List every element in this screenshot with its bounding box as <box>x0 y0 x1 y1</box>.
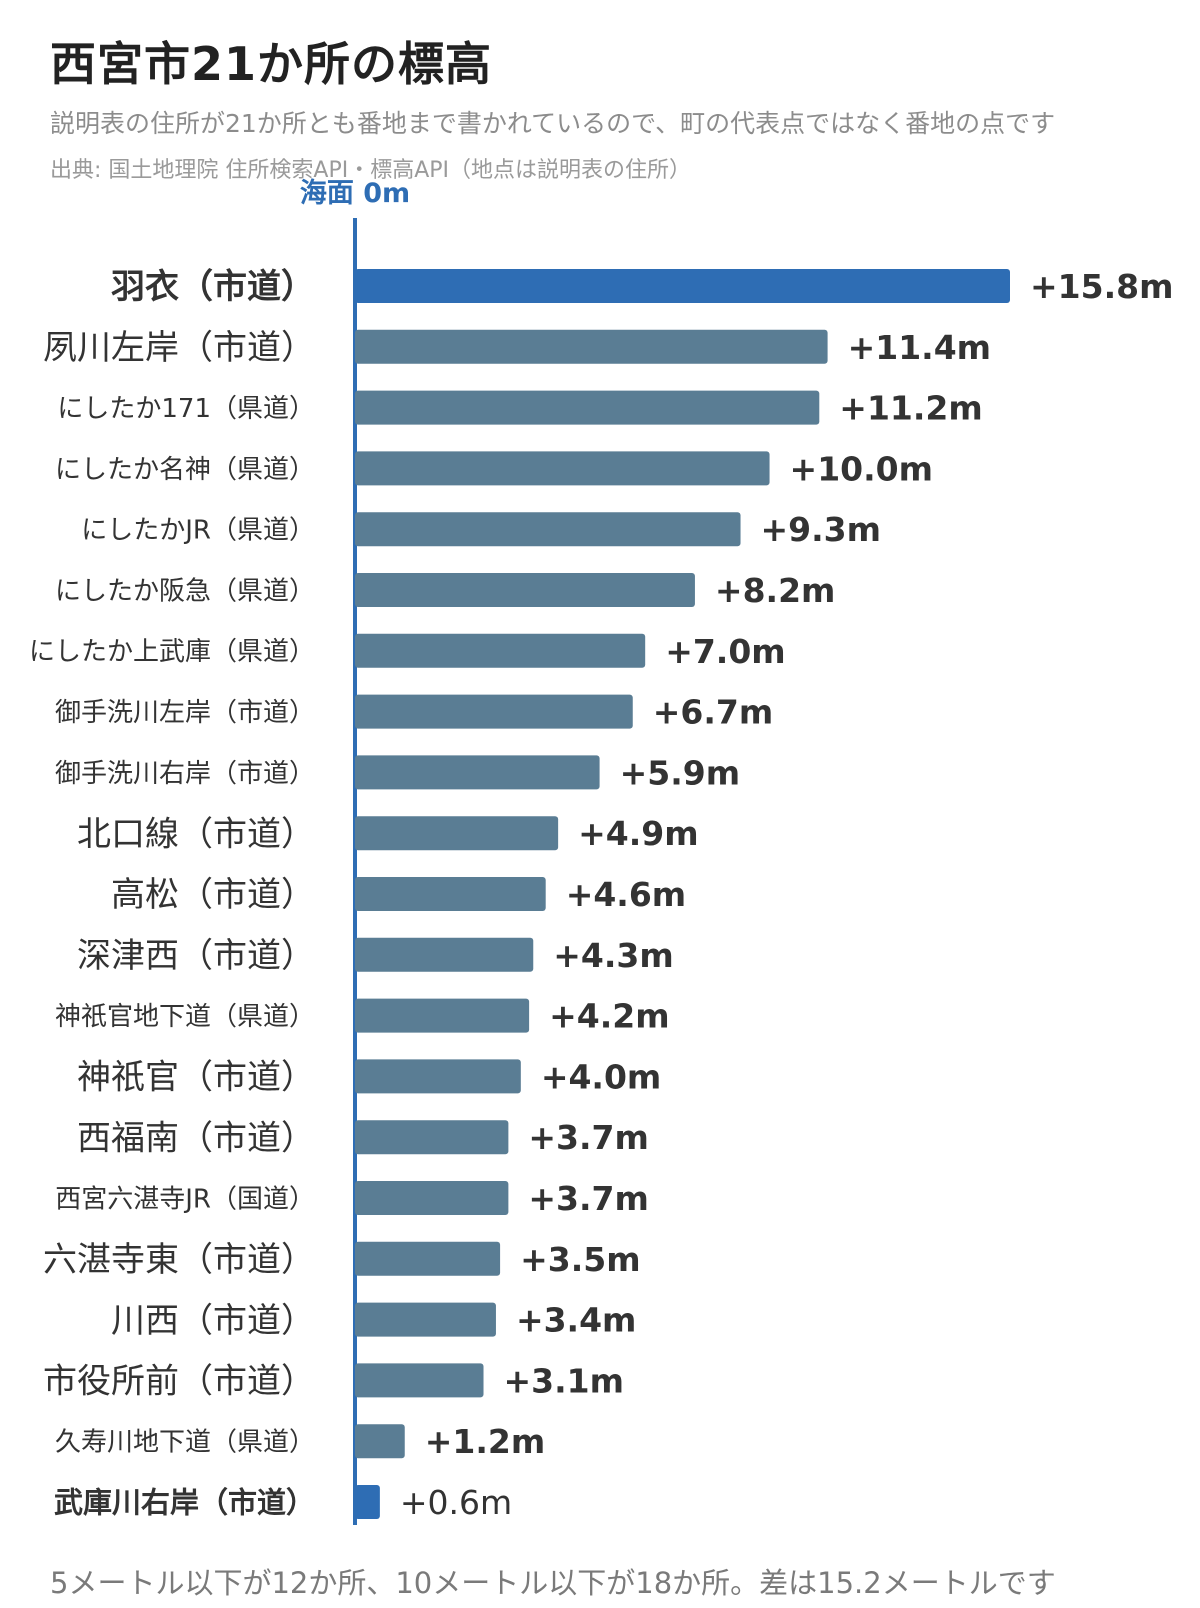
value-label: +3.7m <box>528 1179 649 1218</box>
category-label: 御手洗川右岸（市道） <box>55 759 315 789</box>
value-label: +0.6m <box>400 1483 512 1522</box>
bar <box>355 1059 521 1094</box>
category-label: 西宮六湛寺JR（国道） <box>55 1184 315 1214</box>
value-label: +5.9m <box>620 753 741 792</box>
bar <box>355 937 534 972</box>
value-label: +4.0m <box>541 1057 662 1096</box>
value-label: +6.7m <box>653 693 774 732</box>
value-label: +1.2m <box>425 1422 546 1461</box>
value-label: +8.2m <box>715 571 836 610</box>
bar <box>355 755 600 790</box>
value-label: +11.2m <box>839 389 982 428</box>
bar <box>355 329 828 364</box>
value-label: +11.4m <box>848 328 991 367</box>
bar <box>355 816 559 851</box>
value-label: +4.3m <box>553 936 674 975</box>
bar <box>355 1181 509 1215</box>
value-label: +9.3m <box>761 510 882 549</box>
category-label: にしたか阪急（県道） <box>55 576 315 606</box>
category-label: 久寿川地下道（県道） <box>55 1428 315 1458</box>
bar <box>355 512 741 547</box>
value-label: +3.5m <box>520 1240 641 1279</box>
category-label: 御手洗川左岸（市道） <box>55 698 315 728</box>
bar <box>355 573 695 607</box>
bar <box>355 1485 380 1519</box>
category-label: にしたかJR（県道） <box>81 516 315 546</box>
bar <box>355 451 770 486</box>
bar <box>355 998 530 1033</box>
category-label: 西福南（市道） <box>77 1118 315 1158</box>
value-label: +4.2m <box>549 997 670 1036</box>
bar <box>355 1120 509 1155</box>
value-label: +3.1m <box>504 1361 625 1400</box>
bar <box>355 1424 405 1459</box>
category-label: 夙川左岸（市道） <box>43 328 315 368</box>
bar <box>355 269 1010 303</box>
category-label: 高松（市道） <box>111 875 315 915</box>
bar <box>355 1241 501 1276</box>
bar <box>355 877 546 911</box>
category-label: 神祇官（市道） <box>77 1058 315 1098</box>
bar <box>355 1302 496 1337</box>
chart-source: 出典: 国土地理院 住所検索API・標高API（地点は説明表の住所） <box>50 158 692 183</box>
category-label: 市役所前（市道） <box>43 1362 315 1402</box>
chart-subtitle: 説明表の住所が21か所とも番地まで書かれているので、町の代表点ではなく番地の点で… <box>50 109 1056 138</box>
value-label: +15.8m <box>1030 267 1173 306</box>
bar <box>355 1363 484 1398</box>
category-label: にしたか名神（県道） <box>55 455 315 485</box>
category-label: 武庫川右岸（市道） <box>54 1485 315 1519</box>
bar-chart: 海面 0m 羽衣（市道） +15.8m 夙川左岸（市道） +11.4m にしたか171（県… <box>29 178 1173 1525</box>
baseline-label: 海面 0m <box>300 178 410 209</box>
category-label: 羽衣（市道） <box>111 267 315 307</box>
bar <box>355 633 646 668</box>
category-label: 深津西（市道） <box>77 936 315 976</box>
value-label: +7.0m <box>665 632 786 671</box>
category-label: 川西（市道） <box>111 1301 315 1341</box>
value-label: +4.9m <box>578 814 699 853</box>
chart-footnote: 5メートル以下が12か所、10メートル以下が18か所。差は15.2メートルです <box>50 1566 1056 1600</box>
value-label: +10.0m <box>790 449 933 488</box>
value-label: +3.4m <box>516 1301 637 1340</box>
bar <box>355 390 820 425</box>
value-label: +4.6m <box>566 875 687 914</box>
value-label: +3.7m <box>528 1118 649 1157</box>
category-label: にしたか171（県道） <box>57 394 315 424</box>
category-label: 神祇官地下道（県道） <box>55 1002 315 1032</box>
category-label: 北口線（市道） <box>77 814 315 854</box>
bar <box>355 694 633 729</box>
category-label: にしたか上武庫（県道） <box>29 637 315 667</box>
chart-title: 西宮市21か所の標高 <box>50 37 493 91</box>
category-label: 六湛寺東（市道） <box>43 1240 315 1280</box>
